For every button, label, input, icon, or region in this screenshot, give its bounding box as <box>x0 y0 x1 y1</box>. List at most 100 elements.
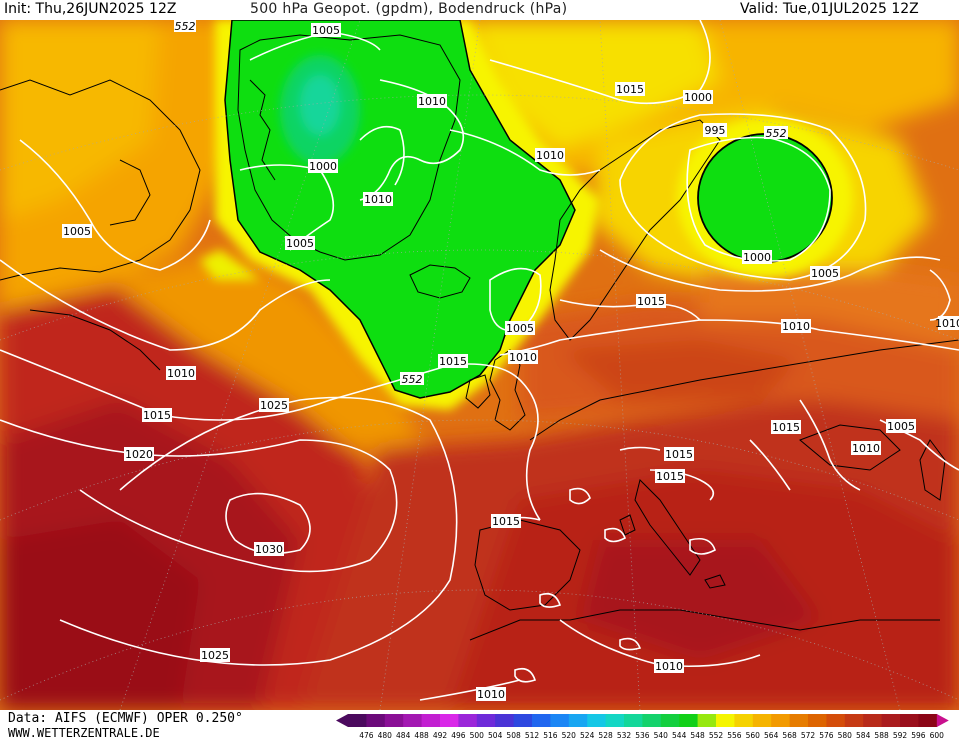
isobar-label: 1010 <box>166 366 196 380</box>
svg-text:1015: 1015 <box>656 470 684 483</box>
legend-swatches <box>336 714 949 727</box>
map-footer: Data: AIFS (ECMWF) OPER 0.250° WWW.WETTE… <box>0 710 959 741</box>
svg-text:1000: 1000 <box>743 251 771 264</box>
svg-text:1010: 1010 <box>364 193 392 206</box>
legend-swatch <box>624 714 643 727</box>
isobar-label: 1015 <box>771 420 801 434</box>
legend-tick-label: 592 <box>893 731 908 740</box>
svg-text:552: 552 <box>402 373 423 386</box>
isobar-label: 1000 <box>308 159 338 173</box>
isobars <box>0 20 959 701</box>
isobar-label: 1020 <box>124 447 154 461</box>
legend-swatch <box>348 714 367 727</box>
legend-tick-label: 576 <box>819 731 834 740</box>
trough-core <box>280 55 360 165</box>
legend-tick-label: 536 <box>635 731 650 740</box>
color-legend: 476 480 484 488 492 496 500 504 508 512 516 520 524 5… <box>336 714 949 740</box>
svg-text:1015: 1015 <box>616 83 644 96</box>
isobar-label: 1005 <box>886 419 916 433</box>
legend-tick-label: 568 <box>782 731 797 740</box>
init-time-label: Init: Thu,26JUN2025 12Z <box>4 1 177 17</box>
legend-swatch <box>697 714 717 727</box>
isobar-label: 1005 <box>285 236 315 250</box>
map-header: Init: Thu,26JUN2025 12Z 500 hPa Geopot. … <box>0 0 959 20</box>
legend-tick-label: 560 <box>746 731 761 740</box>
svg-text:1010: 1010 <box>418 95 446 108</box>
legend-swatch <box>826 714 846 727</box>
valid-time-label: Valid: Tue,01JUL2025 12Z <box>740 1 919 17</box>
svg-text:1010: 1010 <box>477 688 505 701</box>
legend-tick-label: 496 <box>451 731 466 740</box>
svg-text:1010: 1010 <box>536 149 564 162</box>
isobar-label: 1025 <box>259 398 289 412</box>
legend-swatch <box>716 714 735 727</box>
svg-text:1010: 1010 <box>852 442 880 455</box>
legend-tick-label: 480 <box>378 731 393 740</box>
isobar-label: 1015 <box>655 469 685 483</box>
legend-swatch <box>734 714 754 727</box>
legend-tick-label: 520 <box>562 731 577 740</box>
legend-swatch <box>550 714 570 727</box>
svg-text:1015: 1015 <box>439 355 467 368</box>
svg-text:1010: 1010 <box>655 660 683 673</box>
svg-text:1000: 1000 <box>309 160 337 173</box>
isobar-labels: 1005 1010 1015 1000 995 1010 1000 1010 1… <box>62 20 959 701</box>
legend-swatch <box>440 714 459 727</box>
svg-text:1005: 1005 <box>887 420 915 433</box>
legend-swatch <box>403 714 423 727</box>
svg-text:1015: 1015 <box>143 409 171 422</box>
legend-swatch <box>605 714 625 727</box>
svg-text:1015: 1015 <box>492 515 520 528</box>
isobar-label: 1015 <box>636 294 666 308</box>
svg-text:995: 995 <box>705 124 726 137</box>
svg-text:1005: 1005 <box>63 225 91 238</box>
legend-tick-label: 516 <box>543 731 558 740</box>
svg-text:1000: 1000 <box>684 91 712 104</box>
legend-tick-label: 500 <box>470 731 485 740</box>
legend-tick-label: 544 <box>672 731 687 740</box>
legend-tick-label: 504 <box>488 731 503 740</box>
legend-tick-label: 556 <box>727 731 742 740</box>
isobar-label: 1010 <box>781 319 811 333</box>
svg-text:1010: 1010 <box>935 317 959 330</box>
legend-swatch <box>587 714 607 727</box>
isobar-label: 1005 <box>62 224 92 238</box>
legend-tick-label: 524 <box>580 731 595 740</box>
isobar-label: 1005 <box>505 321 535 335</box>
legend-swatch <box>532 714 551 727</box>
legend-swatch <box>660 714 680 727</box>
legend-tick-label: 488 <box>414 731 429 740</box>
map-title: 500 hPa Geopot. (gpdm), Bodendruck (hPa) <box>250 1 568 17</box>
legend-tick-label: 564 <box>764 731 779 740</box>
isobar-label: 1015 <box>664 447 694 461</box>
legend-swatch <box>476 714 496 727</box>
svg-text:1005: 1005 <box>286 237 314 250</box>
svg-text:1005: 1005 <box>811 267 839 280</box>
legend-tick-label: 508 <box>506 731 521 740</box>
legend-swatch <box>808 714 827 727</box>
isobar-label: 1010 <box>508 350 538 364</box>
isobar-label: 1000 <box>683 90 713 104</box>
legend-swatch <box>881 714 901 727</box>
isobar-label: 1030 <box>254 542 284 556</box>
isobar-label: 995 <box>703 123 727 137</box>
legend-swatch <box>384 714 404 727</box>
legend-tick-label: 552 <box>709 731 724 740</box>
graticule <box>0 20 959 710</box>
svg-text:1030: 1030 <box>255 543 283 556</box>
data-source-label: Data: AIFS (ECMWF) OPER 0.250° <box>8 711 243 726</box>
map-canvas: 1005 1010 1015 1000 995 1010 1000 1010 1… <box>0 20 959 710</box>
svg-text:1010: 1010 <box>782 320 810 333</box>
isobar-label: 1005 <box>810 266 840 280</box>
isobar-label: 1015 <box>491 514 521 528</box>
isobar-label: 552 <box>174 20 196 33</box>
legend-arrow-left <box>336 714 348 727</box>
coastlines <box>0 34 959 641</box>
isobar-label: 1000 <box>742 250 772 264</box>
svg-text:1025: 1025 <box>260 399 288 412</box>
legend-swatch <box>863 714 883 727</box>
isobar-label: 1010 <box>476 687 506 701</box>
legend-swatch <box>366 714 386 727</box>
legend-tick-label: 584 <box>856 731 871 740</box>
legend-swatch <box>771 714 791 727</box>
